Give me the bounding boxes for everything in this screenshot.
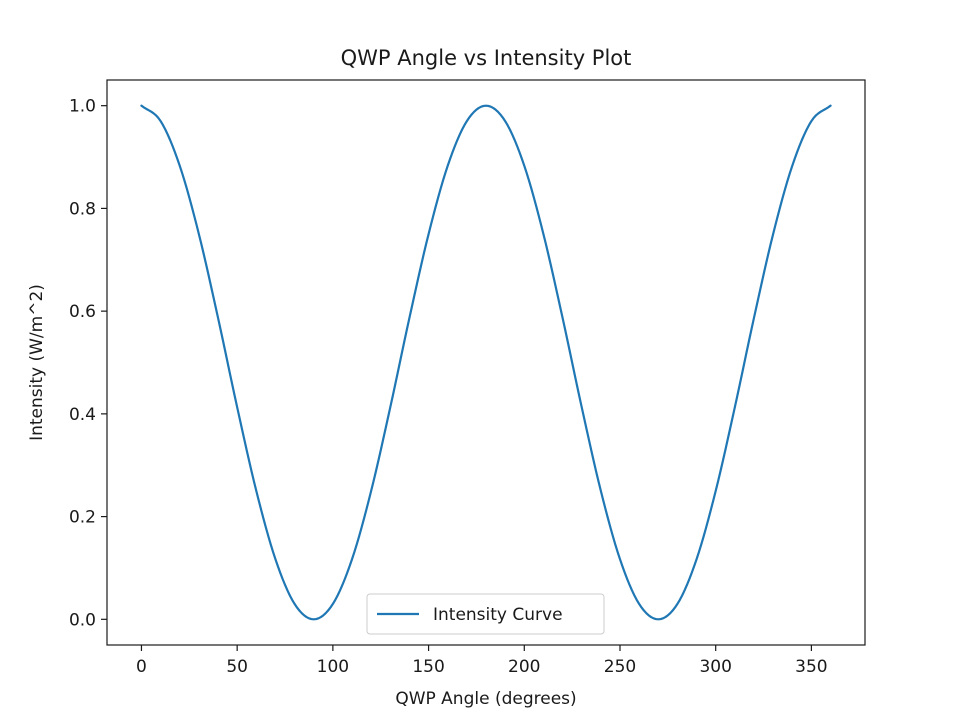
x-tick-label: 350 bbox=[795, 657, 827, 677]
chart-title: QWP Angle vs Intensity Plot bbox=[341, 46, 632, 70]
y-tick-label: 0.0 bbox=[69, 610, 96, 630]
x-tick-label: 300 bbox=[699, 657, 731, 677]
y-axis-ticks: 0.0 0.2 0.4 0.6 0.8 1.0 bbox=[69, 97, 107, 630]
legend-label: Intensity Curve bbox=[433, 605, 563, 625]
x-tick-label: 250 bbox=[604, 657, 636, 677]
y-axis-label: Intensity (W/m^2) bbox=[27, 284, 47, 441]
series-layer bbox=[140, 104, 832, 621]
legend: Intensity Curve bbox=[366, 593, 605, 635]
plot-area bbox=[106, 79, 866, 646]
y-tick-label: 0.8 bbox=[69, 199, 96, 219]
x-tick-label: 200 bbox=[508, 657, 540, 677]
legend-box bbox=[366, 593, 605, 635]
series-line bbox=[140, 104, 832, 621]
x-tick-label: 50 bbox=[226, 657, 248, 677]
x-tick-label: 100 bbox=[317, 657, 349, 677]
y-tick-label: 0.6 bbox=[69, 302, 96, 322]
x-axis-ticks: 0 50 100 150 200 250 300 350 bbox=[136, 645, 828, 677]
y-tick-label: 0.2 bbox=[69, 508, 96, 528]
y-tick-label: 0.4 bbox=[69, 405, 96, 425]
x-tick-label: 0 bbox=[136, 657, 147, 677]
x-axis-label: QWP Angle (degrees) bbox=[395, 689, 576, 709]
x-tick-label: 150 bbox=[412, 657, 444, 677]
y-tick-label: 1.0 bbox=[69, 97, 96, 117]
